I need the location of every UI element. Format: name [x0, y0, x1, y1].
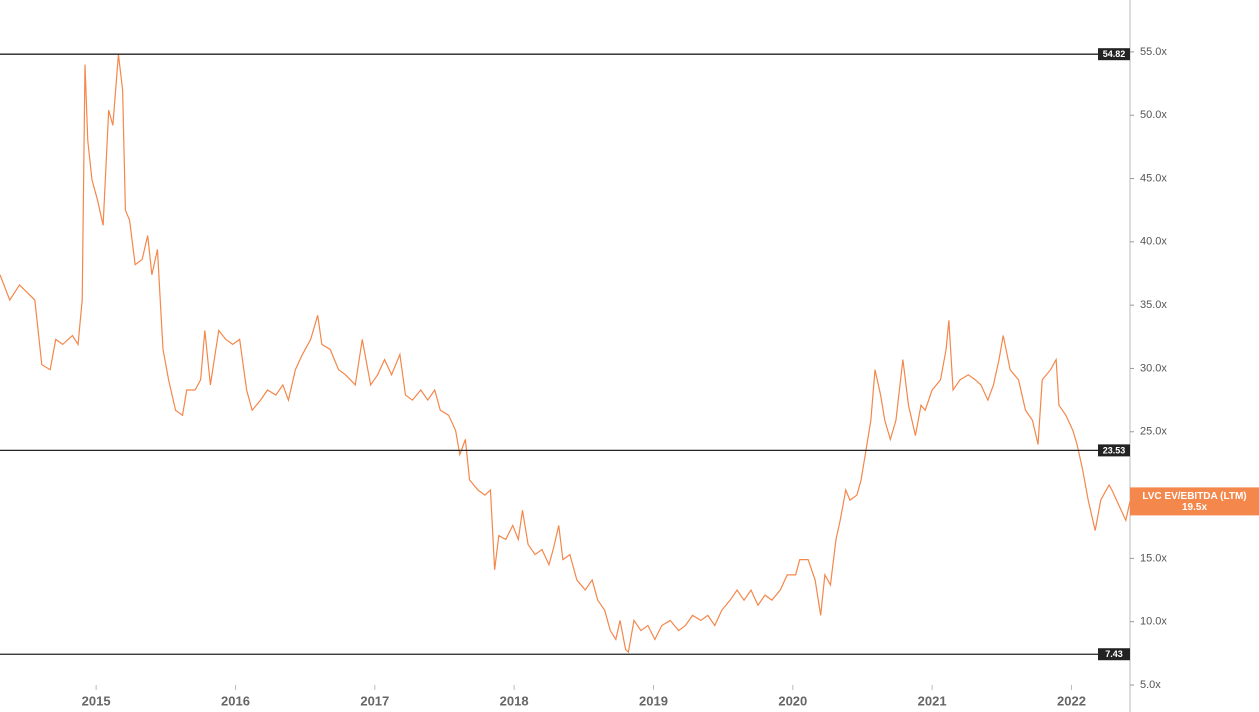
y-tick-label: 5.0x	[1140, 679, 1161, 691]
reference-label-box	[1098, 48, 1130, 61]
y-tick-label: 55.0x	[1140, 46, 1167, 58]
series-name: LVC EV/EBITDA (LTM)	[1142, 491, 1246, 502]
reference-label-box	[1098, 444, 1130, 457]
x-tick-label: 2022	[1057, 693, 1086, 708]
x-tick-label: 2018	[500, 693, 529, 708]
x-tick-label: 2016	[221, 693, 250, 708]
y-tick-label: 40.0x	[1140, 236, 1167, 248]
last-value-label: 19.5x	[1182, 502, 1207, 513]
y-tick-label: 35.0x	[1140, 299, 1167, 311]
y-tick-label: 50.0x	[1140, 109, 1167, 121]
y-tick-label: 30.0x	[1140, 362, 1167, 374]
last-value-flag	[1130, 487, 1259, 516]
y-tick-label: 15.0x	[1140, 552, 1167, 564]
x-tick-label: 2021	[918, 693, 947, 708]
series-line	[0, 54, 1131, 654]
x-tick-label: 2020	[778, 693, 807, 708]
x-tick-label: 2017	[360, 693, 389, 708]
reference-label: 54.82	[1103, 49, 1126, 59]
reference-label: 7.43	[1105, 649, 1123, 659]
x-tick-label: 2015	[82, 693, 111, 708]
y-tick-label: 45.0x	[1140, 172, 1167, 184]
x-tick-label: 2019	[639, 693, 668, 708]
reference-label-box	[1098, 648, 1130, 661]
y-tick-label: 25.0x	[1140, 426, 1167, 438]
reference-label: 23.53	[1103, 445, 1126, 455]
y-tick-label: 10.0x	[1140, 616, 1167, 628]
